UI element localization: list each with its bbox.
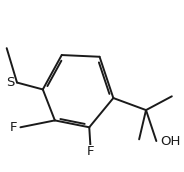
Text: F: F xyxy=(10,121,17,134)
Text: OH: OH xyxy=(160,135,180,148)
Text: S: S xyxy=(6,76,14,89)
Text: F: F xyxy=(87,145,95,158)
